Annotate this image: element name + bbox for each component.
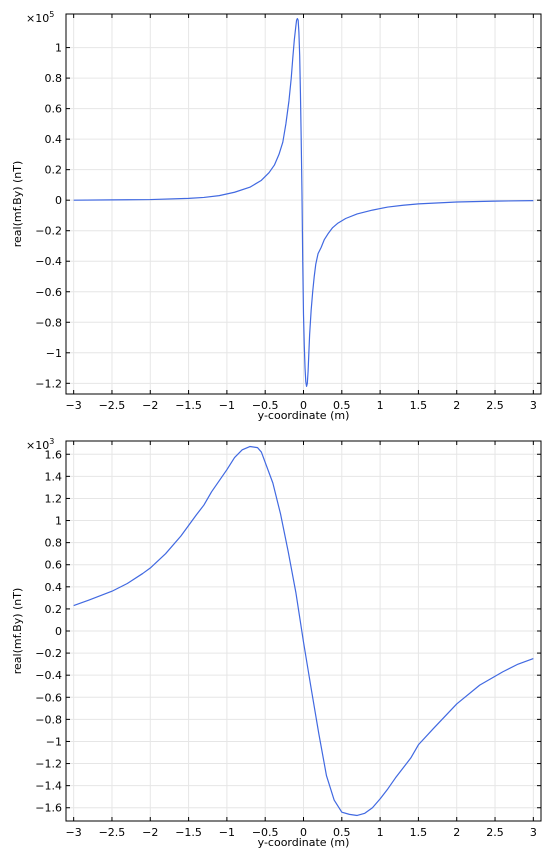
y-tick-label: 0.8 — [45, 537, 63, 550]
y-tick-label: 0.6 — [45, 559, 63, 572]
multiplier-base: ×10 — [26, 12, 49, 25]
y-axis-label: real(mf.By) (nT) — [11, 588, 24, 675]
y-tick-label: 0 — [55, 194, 62, 207]
x-tick-label: 1 — [377, 399, 384, 412]
x-tick-label: 0 — [300, 399, 307, 412]
y-tick-label: 1.2 — [45, 492, 63, 505]
top-chart: −3 −2.5 −2 −1.5 −1 −0.5 0 0.5 1 1.5 2 2.5 3 −1.2 −1 −0… — [11, 10, 542, 422]
x-tick-label: −2.5 — [99, 399, 126, 412]
x-tick-label: 3 — [530, 399, 537, 412]
x-tick-label: 3 — [530, 826, 537, 839]
y-tick-label: −1.4 — [35, 780, 62, 793]
x-tick-label: −3 — [66, 399, 82, 412]
y-axis-multiplier: ×105 — [26, 10, 54, 25]
y-tick-label: −1.6 — [35, 802, 62, 815]
y-tick-label: 1 — [55, 515, 62, 528]
x-axis-label: y-coordinate (m) — [258, 409, 350, 422]
y-axis-label: real(mf.By) (nT) — [11, 161, 24, 248]
y-tick-label: −0.4 — [35, 669, 62, 682]
y-tick-label: 0 — [55, 625, 62, 638]
multiplier-exponent: 5 — [49, 10, 54, 19]
y-tick-label: −0.2 — [35, 647, 62, 660]
x-tick-label: −2 — [142, 399, 158, 412]
x-axis: −3 −2.5 −2 −1.5 −1 −0.5 0 0.5 1 1.5 2 2.5 3 — [66, 14, 537, 412]
y-tick-label: −1.2 — [35, 758, 62, 771]
x-tick-label: 0 — [300, 826, 307, 839]
y-tick-label: −0.6 — [35, 286, 62, 299]
y-tick-label: −0.8 — [35, 713, 62, 726]
x-tick-label: −3 — [66, 826, 82, 839]
multiplier-base: ×10 — [26, 439, 49, 452]
x-tick-label: 0.5 — [333, 399, 351, 412]
x-axis-label: y-coordinate (m) — [258, 836, 350, 849]
y-axis: −1.6 −1.4 −1.2 −1 −0.8 −0.6 −0.4 −0.2 0 0.2 0.4 0.6… — [35, 448, 541, 815]
x-tick-label: −0.5 — [252, 399, 279, 412]
y-tick-label: 0.8 — [45, 72, 63, 85]
y-axis: −1.2 −1 −0.8 −0.6 −0.4 −0.2 0 0.2 0.4 0.6 0.8 1 — [35, 42, 541, 390]
y-tick-label: −0.2 — [35, 225, 62, 238]
y-tick-label: −0.8 — [35, 316, 62, 329]
y-tick-label: 1 — [55, 42, 62, 55]
y-tick-label: 0.2 — [45, 603, 63, 616]
x-tick-label: 2 — [453, 826, 460, 839]
y-tick-label: −0.6 — [35, 691, 62, 704]
multiplier-exponent: 3 — [49, 437, 54, 446]
series-layer — [73, 445, 534, 817]
y-tick-label: 1.6 — [45, 448, 63, 461]
y-tick-label: −0.4 — [35, 255, 62, 268]
series-layer — [73, 17, 534, 387]
y-tick-label: −1.2 — [35, 377, 62, 390]
series-line — [73, 17, 534, 387]
y-tick-label: 0.2 — [45, 164, 63, 177]
y-tick-label: −1 — [46, 347, 62, 360]
x-tick-label: −1 — [219, 399, 235, 412]
series-line — [73, 445, 534, 817]
x-tick-label: 2.5 — [486, 399, 504, 412]
grid-lines — [66, 441, 541, 821]
x-tick-label: −1 — [219, 826, 235, 839]
x-tick-label: −2 — [142, 826, 158, 839]
y-tick-label: 1.4 — [45, 470, 63, 483]
y-tick-label: −1 — [46, 735, 62, 748]
bottom-chart: −3 −2.5 −2 −1.5 −1 −0.5 0 0.5 1 1.5 2 2.5 3 −1.6 −1.4… — [11, 437, 542, 849]
x-tick-label: −1.5 — [175, 826, 202, 839]
x-tick-label: 2.5 — [486, 826, 504, 839]
grid-lines — [66, 14, 541, 394]
y-axis-multiplier: ×103 — [26, 437, 54, 452]
x-tick-label: 1.5 — [410, 399, 428, 412]
x-axis: −3 −2.5 −2 −1.5 −1 −0.5 0 0.5 1 1.5 2 2.5 3 — [66, 441, 537, 839]
x-tick-label: 1.5 — [410, 826, 428, 839]
y-tick-label: 0.4 — [45, 133, 63, 146]
x-tick-label: −1.5 — [175, 399, 202, 412]
x-tick-label: 0.5 — [333, 826, 351, 839]
x-tick-label: 2 — [453, 399, 460, 412]
x-tick-label: −0.5 — [252, 826, 279, 839]
y-tick-label: 0.6 — [45, 103, 63, 116]
x-tick-label: 1 — [377, 826, 384, 839]
y-tick-label: 0.4 — [45, 581, 63, 594]
x-tick-label: −2.5 — [99, 826, 126, 839]
